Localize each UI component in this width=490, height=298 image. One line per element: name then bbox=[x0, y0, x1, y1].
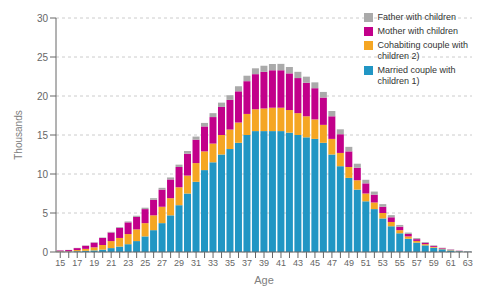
svg-text:10: 10 bbox=[37, 169, 49, 180]
svg-text:59: 59 bbox=[429, 258, 439, 268]
svg-text:33: 33 bbox=[208, 258, 218, 268]
svg-text:63: 63 bbox=[463, 258, 473, 268]
svg-text:47: 47 bbox=[327, 258, 337, 268]
svg-text:29: 29 bbox=[174, 258, 184, 268]
svg-text:37: 37 bbox=[242, 258, 252, 268]
svg-text:61: 61 bbox=[446, 258, 456, 268]
svg-text:43: 43 bbox=[293, 258, 303, 268]
svg-text:15: 15 bbox=[37, 130, 49, 141]
svg-text:31: 31 bbox=[191, 258, 201, 268]
svg-text:25: 25 bbox=[140, 258, 150, 268]
svg-text:Thousands: Thousands bbox=[13, 110, 24, 159]
html-text:Father with children: Father with children bbox=[377, 12, 456, 22]
svg-text:30: 30 bbox=[37, 13, 49, 24]
svg-text:57: 57 bbox=[412, 258, 422, 268]
svg-text:45: 45 bbox=[310, 258, 320, 268]
svg-text:19: 19 bbox=[89, 258, 99, 268]
svg-text:51: 51 bbox=[361, 258, 371, 268]
svg-text:49: 49 bbox=[344, 258, 354, 268]
svg-text:0: 0 bbox=[42, 247, 48, 258]
svg-text:53: 53 bbox=[378, 258, 388, 268]
svg-text:Age: Age bbox=[254, 274, 274, 286]
html-text:Cohabiting couple with childre: Cohabiting couple with children 2) bbox=[377, 40, 468, 61]
svg-text:15: 15 bbox=[55, 258, 65, 268]
svg-text:17: 17 bbox=[72, 258, 82, 268]
svg-text:55: 55 bbox=[395, 258, 405, 268]
svg-text:23: 23 bbox=[123, 258, 133, 268]
svg-text:25: 25 bbox=[37, 52, 49, 63]
svg-text:39: 39 bbox=[259, 258, 269, 268]
svg-text:35: 35 bbox=[225, 258, 235, 268]
html-text:Married couple with children 1: Married couple with children 1) bbox=[377, 65, 456, 86]
svg-text:5: 5 bbox=[42, 208, 48, 219]
svg-text:21: 21 bbox=[106, 258, 116, 268]
html-text:Mother with children: Mother with children bbox=[377, 26, 458, 36]
svg-text:27: 27 bbox=[157, 258, 167, 268]
svg-text:20: 20 bbox=[37, 91, 49, 102]
svg-text:41: 41 bbox=[276, 258, 286, 268]
